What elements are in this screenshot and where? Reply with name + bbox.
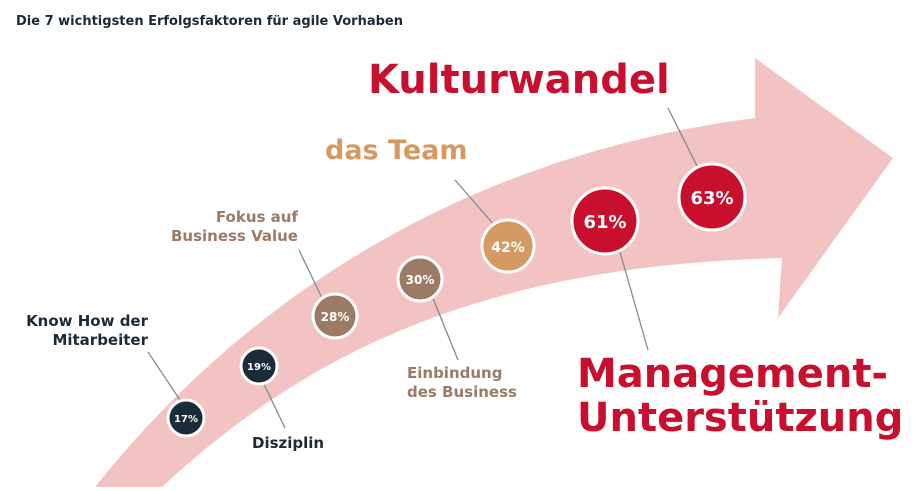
value-management: 61%	[583, 212, 626, 233]
value-disziplin: 19%	[247, 362, 271, 373]
value-kulturwandel: 63%	[690, 188, 733, 209]
label-management-line1: Management-	[577, 351, 889, 397]
growth-arrow	[95, 58, 893, 487]
label-management-line2: Unterstützung	[577, 395, 904, 441]
leader-lines	[147, 107, 698, 429]
value-einbindung: 30%	[406, 273, 435, 287]
label-team: das Team	[325, 136, 468, 166]
label-disziplin-line1: Disziplin	[252, 434, 325, 452]
label-einbindung-line2: des Business	[407, 382, 517, 401]
label-einbindung: Einbindung des Business	[407, 364, 517, 402]
leader-line-kulturwandel	[667, 107, 698, 167]
bubble-team: 42%	[480, 218, 536, 274]
label-fokus-line2: Business Value	[170, 226, 298, 245]
value-team: 42%	[491, 240, 525, 256]
label-disziplin: Disziplin	[252, 434, 324, 453]
label-know-how-line2: Mitarbeiter	[52, 330, 148, 349]
bubble-disziplin: 19%	[239, 346, 279, 386]
label-management: Management- Unterstützung	[577, 352, 903, 440]
label-know-how-line1: Know How der	[26, 312, 148, 330]
label-know-how: Know How der Mitarbeiter	[18, 312, 148, 350]
page-title: Die 7 wichtigsten Erfolgsfaktoren für ag…	[16, 14, 403, 29]
label-fokus-line1: Fokus auf	[215, 208, 298, 226]
label-kulturwandel-line1: Kulturwandel	[368, 57, 670, 103]
label-fokus: Fokus auf Business Value	[160, 208, 298, 246]
leader-line-team	[454, 179, 496, 227]
bubble-fokus: 28%	[311, 292, 359, 340]
label-kulturwandel: Kulturwandel	[368, 58, 670, 102]
leader-line-einbindung	[431, 295, 459, 361]
bubble-management: 61%	[570, 186, 640, 256]
leader-line-disziplin	[261, 379, 286, 429]
label-einbindung-line1: Einbindung	[407, 364, 503, 382]
bubble-know-how: 17%	[166, 398, 206, 438]
leader-line-fokus	[298, 249, 323, 299]
value-know-how: 17%	[174, 414, 198, 425]
value-fokus: 28%	[321, 310, 350, 324]
leader-line-know-how	[147, 351, 181, 401]
label-team-line1: das Team	[325, 135, 468, 166]
bubble-kulturwandel: 63%	[677, 162, 747, 232]
bubble-einbindung: 30%	[396, 255, 444, 303]
leader-line-management	[619, 251, 649, 351]
